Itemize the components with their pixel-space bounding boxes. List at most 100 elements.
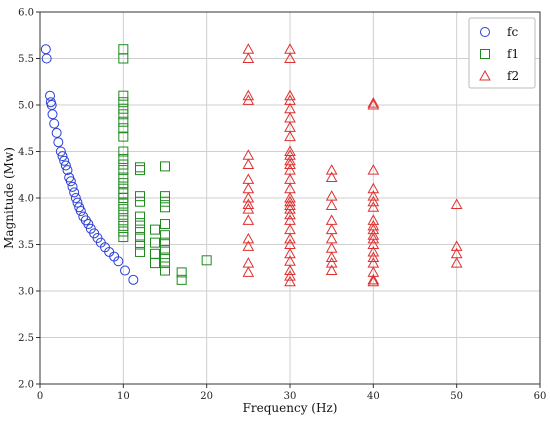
point-fc [70,193,81,203]
x-tick-label: 60 [534,391,547,402]
point-f2 [325,251,338,263]
point-f1 [160,237,170,248]
point-f2 [325,199,338,210]
point-f1 [176,274,187,285]
point-f2 [367,97,380,108]
point-fc [57,151,68,162]
data-points [40,43,463,287]
point-f1 [160,219,170,230]
point-f1 [118,198,129,209]
point-f1 [118,215,129,226]
y-tick-label: 6.0 [18,8,34,19]
point-f2 [284,130,296,142]
point-f2 [284,208,296,220]
point-f1 [176,267,187,278]
point-f1 [135,211,145,222]
point-f1 [160,161,170,172]
point-f1 [135,218,145,229]
point-f2 [325,223,338,235]
point-f2 [284,264,296,276]
point-f1 [135,239,145,250]
point-f1 [118,178,129,189]
point-f2 [242,182,255,194]
y-axis-label: Magnitude (Mw) [2,147,16,249]
point-f2 [367,245,380,257]
point-fc [41,53,52,64]
point-fc [67,181,78,192]
point-f2 [284,247,296,259]
point-f1 [160,191,170,202]
point-f2 [367,195,380,207]
x-tick-label: 0 [37,391,43,402]
point-f1 [160,196,170,207]
x-tick-label: 20 [200,391,213,402]
point-f1 [135,246,145,257]
point-f2 [367,273,380,285]
point-f2 [242,203,255,214]
point-f1 [118,193,129,203]
point-f2 [242,52,255,63]
x-axis-label: Frequency (Hz) [243,401,338,415]
legend: fc f1 f2 [468,17,536,89]
legend-marker-f1 [480,49,490,59]
point-f1 [118,226,129,237]
point-f1 [160,245,170,256]
y-tick-label: 4.0 [18,194,34,205]
point-f2 [367,201,380,212]
point-f1 [118,153,129,164]
point-f1 [135,232,145,243]
point-f1 [118,146,129,157]
point-fc [49,118,60,129]
point-fc [75,206,86,217]
point-f2 [325,264,338,276]
point-f1 [118,90,129,101]
point-f1 [118,172,129,183]
point-f2 [284,195,296,207]
point-f1 [160,202,170,213]
point-f2 [325,171,338,183]
point-f2 [284,232,296,244]
point-f2 [284,158,296,170]
point-f2 [325,164,338,175]
point-f1 [160,258,170,269]
point-f2 [325,190,338,201]
point-f2 [242,214,255,225]
point-fc [72,197,83,208]
point-f2 [284,270,296,281]
point-f1 [118,131,129,142]
point-fc [60,160,71,171]
point-f2 [242,158,255,170]
point-f1 [118,97,129,108]
point-f1 [118,220,129,231]
point-f1 [118,204,129,215]
point-f2 [450,257,463,268]
point-f2 [242,232,255,244]
point-f1 [201,255,212,266]
point-f2 [242,266,255,277]
point-f1 [118,123,129,134]
legend-marker-fc [480,27,490,37]
point-fc [40,44,51,55]
point-f2 [242,240,255,251]
y-tick-label: 4.5 [18,147,34,158]
x-tick-label: 40 [367,391,380,402]
point-f2 [367,98,380,110]
point-f1 [135,224,145,235]
point-f2 [284,275,296,287]
grid [39,11,541,385]
y-tick-label: 5.0 [18,101,34,112]
point-fc [65,176,76,187]
point-f2 [450,240,463,251]
y-tick-label: 3.5 [18,240,34,251]
point-f1 [160,230,170,241]
series-f1 [118,44,212,285]
y-tick-label: 2.0 [18,380,34,391]
point-f2 [242,198,255,210]
point-f1 [118,209,129,220]
point-f2 [367,275,380,287]
point-fc [47,109,58,120]
point-fc [51,127,62,138]
point-f1 [118,53,129,64]
y-tick-label: 2.5 [18,333,34,344]
